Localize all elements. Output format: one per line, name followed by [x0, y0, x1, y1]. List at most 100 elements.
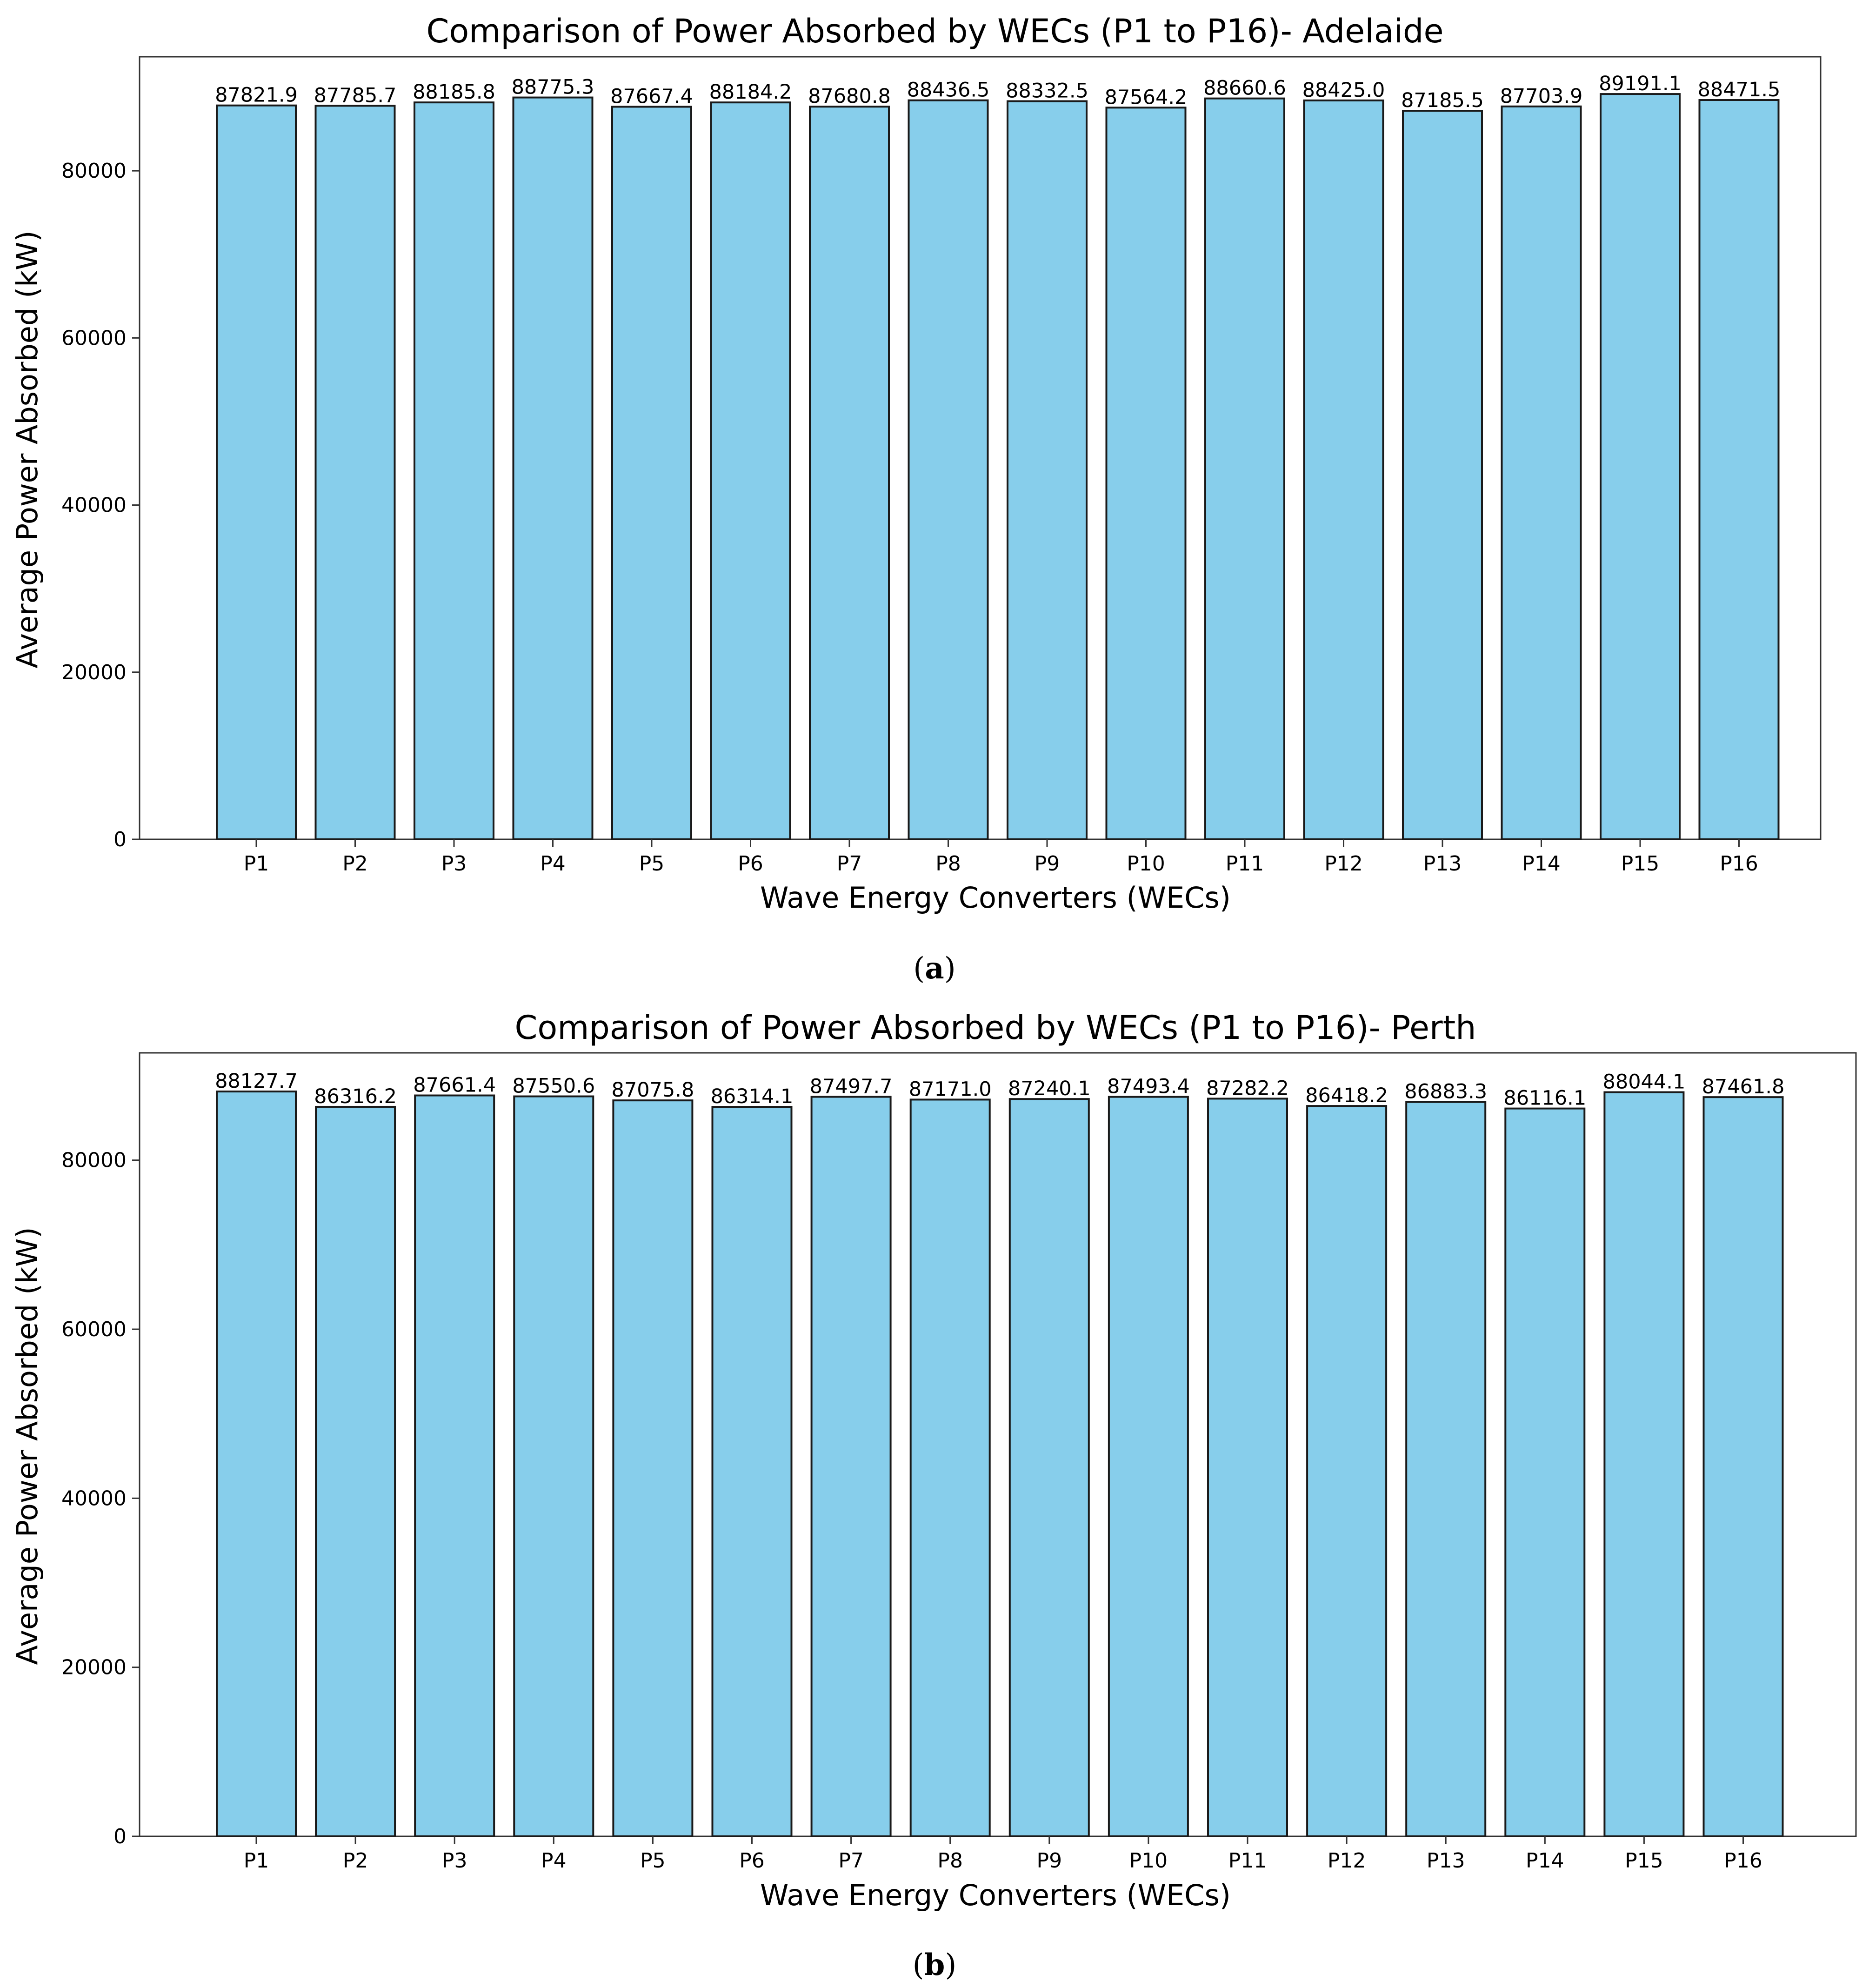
bar-p4 [513, 1095, 594, 1837]
bar-p1 [216, 104, 297, 840]
bar-p14 [1501, 105, 1582, 840]
caption-open-paren: ( [913, 951, 925, 986]
x-tick-label: P7 [838, 1849, 864, 1873]
x-tick-label: P5 [640, 1849, 666, 1873]
bar-p5 [611, 106, 692, 840]
x-tick-label: P11 [1226, 852, 1264, 876]
x-tick-label: P10 [1127, 852, 1165, 876]
bar-value-label: 87075.8 [611, 1078, 694, 1102]
x-axis-label: Wave Energy Converters (WECs) [760, 881, 1231, 915]
y-axis: 0 20000 40000 60000 80000 [61, 159, 140, 851]
y-tick-label: 20000 [61, 1656, 127, 1680]
x-tick-label: P12 [1324, 852, 1363, 876]
bar-value-label: 87171.0 [909, 1078, 992, 1101]
panel-caption: (b) [913, 1948, 957, 1982]
x-tick-label: P6 [739, 1849, 765, 1873]
bar-value-label: 87667.4 [610, 85, 693, 108]
bar-p11 [1207, 1098, 1288, 1837]
bar-value-label: 87493.4 [1107, 1075, 1190, 1098]
x-tick-label: P15 [1621, 852, 1660, 876]
bar-p7 [810, 1096, 892, 1837]
x-tick-label: P9 [1035, 852, 1060, 876]
y-tick-label: 60000 [61, 326, 127, 350]
bar-value-label: 86316.2 [314, 1085, 397, 1108]
bar-value-label: 88044.1 [1602, 1071, 1685, 1094]
bar-p16 [1702, 1096, 1784, 1837]
bar-p9 [1008, 1098, 1090, 1838]
bar-p15 [1600, 93, 1681, 841]
y-tick-label: 20000 [61, 661, 127, 684]
bar-p12 [1306, 1105, 1388, 1837]
x-axis: P1 P2 P3 P4 P5 P6 P7 P8 P9 P10 P11 P12 P13 P14 P15 P16 [244, 1836, 1762, 1873]
caption-letter: a [925, 951, 944, 986]
x-tick-label: P6 [738, 852, 763, 876]
bar-value-label: 86418.2 [1305, 1084, 1388, 1107]
caption-letter: b [924, 1948, 945, 1982]
x-tick-label: P8 [937, 1849, 963, 1873]
x-axis: P1 P2 P3 P4 P5 P6 P7 P8 P9 P10 P11 P12 P13 P14 P15 P16 [244, 839, 1758, 876]
bar-value-label: 87282.2 [1206, 1077, 1289, 1100]
bar-p1 [216, 1091, 297, 1837]
bar-series: 88127.7 86316.2 87661.4 87550.6 87075.8 86314… [215, 1070, 1784, 1838]
bar-value-label: 88660.6 [1203, 77, 1286, 100]
y-tick-label: 80000 [61, 1149, 127, 1172]
bar-value-label: 86116.1 [1503, 1087, 1586, 1110]
x-tick-label: P10 [1129, 1849, 1168, 1873]
bar-value-label: 88184.2 [709, 80, 792, 104]
y-axis-label: Average Power Absorbed (kW) [10, 230, 44, 668]
bar-value-label: 87785.7 [314, 84, 397, 107]
bar-p6 [711, 1106, 793, 1837]
caption-open-paren: ( [913, 1948, 924, 1982]
chart-perth: Comparison of Power Absorbed by WECs (P1… [10, 1009, 1857, 1982]
chart-title: Comparison of Power Absorbed by WECs (P1… [514, 1009, 1476, 1047]
bar-value-label: 87661.4 [413, 1074, 496, 1097]
x-tick-label: P16 [1720, 852, 1758, 876]
bar-p5 [612, 1099, 694, 1837]
bar-p13 [1405, 1101, 1487, 1838]
bar-value-label: 87185.5 [1401, 89, 1484, 112]
bar-series: 87821.9 87785.7 88185.8 88775.3 87667.4 88184… [215, 72, 1780, 841]
x-tick-label: P12 [1328, 1849, 1366, 1873]
bar-p15 [1603, 1091, 1685, 1837]
x-tick-label: P2 [342, 852, 368, 876]
bar-p3 [414, 101, 494, 840]
bar-p10 [1108, 1096, 1189, 1837]
chart-title: Comparison of Power Absorbed by WECs (P1… [426, 12, 1443, 50]
bar-p2 [314, 105, 396, 841]
bar-value-label: 87564.2 [1105, 86, 1188, 109]
bar-p3 [414, 1094, 495, 1837]
bar-value-label: 86883.3 [1404, 1080, 1487, 1104]
x-tick-label: P15 [1625, 1849, 1663, 1873]
panel-caption: (a) [913, 951, 955, 986]
y-tick-label: 40000 [61, 1486, 127, 1510]
x-tick-label: P1 [244, 852, 269, 876]
x-tick-label: P4 [540, 852, 566, 876]
bar-p14 [1504, 1107, 1586, 1837]
x-tick-label: P16 [1724, 1849, 1762, 1873]
bar-value-label: 87497.7 [810, 1075, 893, 1098]
caption-close-paren: ) [945, 1948, 956, 1982]
bar-p6 [710, 101, 791, 840]
bar-p9 [1007, 100, 1088, 841]
y-tick-label: 40000 [61, 494, 127, 517]
bar-p2 [315, 1105, 396, 1838]
chart-adelaide: Comparison of Power Absorbed by WECs (P1… [10, 12, 1822, 986]
x-tick-label: P7 [837, 852, 862, 876]
bar-p13 [1402, 110, 1483, 840]
caption-close-paren: ) [944, 951, 956, 986]
bar-value-label: 87550.6 [512, 1075, 595, 1098]
plot-area-frame [139, 1052, 1857, 1837]
bar-value-label: 86314.1 [711, 1085, 794, 1108]
y-tick-label: 60000 [61, 1318, 127, 1341]
x-tick-label: P8 [935, 852, 961, 876]
bar-value-label: 88127.7 [215, 1070, 298, 1093]
x-tick-label: P2 [343, 1849, 368, 1873]
bar-p11 [1204, 97, 1285, 841]
bar-p8 [908, 99, 989, 841]
bar-value-label: 89191.1 [1599, 72, 1682, 95]
x-tick-label: P3 [442, 1849, 467, 1873]
x-tick-label: P13 [1423, 852, 1462, 876]
bar-value-label: 88332.5 [1006, 80, 1088, 103]
x-tick-label: P9 [1037, 1849, 1062, 1873]
x-axis-label: Wave Energy Converters (WECs) [760, 1878, 1231, 1912]
